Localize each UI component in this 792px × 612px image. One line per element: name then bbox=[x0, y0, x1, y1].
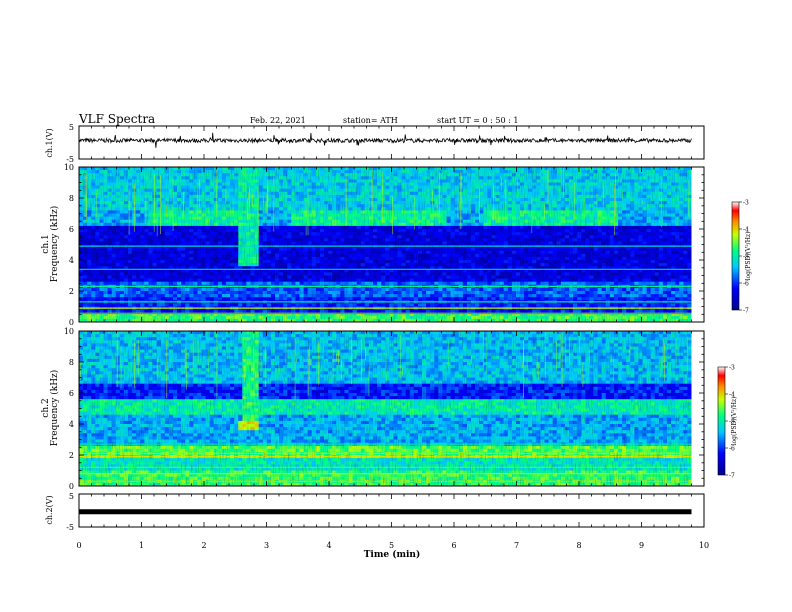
ch1-waveform-ticks bbox=[78, 126, 705, 159]
ch1-wave-ytick-bottom: -5 bbox=[66, 155, 74, 164]
ch1-wave-ylabel: ch.1(V) bbox=[45, 128, 54, 157]
date-label: Feb. 22, 2021 bbox=[250, 116, 306, 125]
figure-title: VLF Spectra bbox=[78, 112, 155, 126]
ch1-wave-ytick-top: 5 bbox=[69, 123, 74, 132]
ch1-waveform-panel: 5 -5 ch.1(V) bbox=[45, 123, 705, 164]
station-label: station= ATH bbox=[343, 116, 398, 125]
start-time-label: start UT = 0 : 50 : 1 bbox=[437, 116, 518, 125]
ch1-waveform-frame bbox=[78, 125, 705, 160]
ch1-waveform-line bbox=[78, 132, 692, 148]
